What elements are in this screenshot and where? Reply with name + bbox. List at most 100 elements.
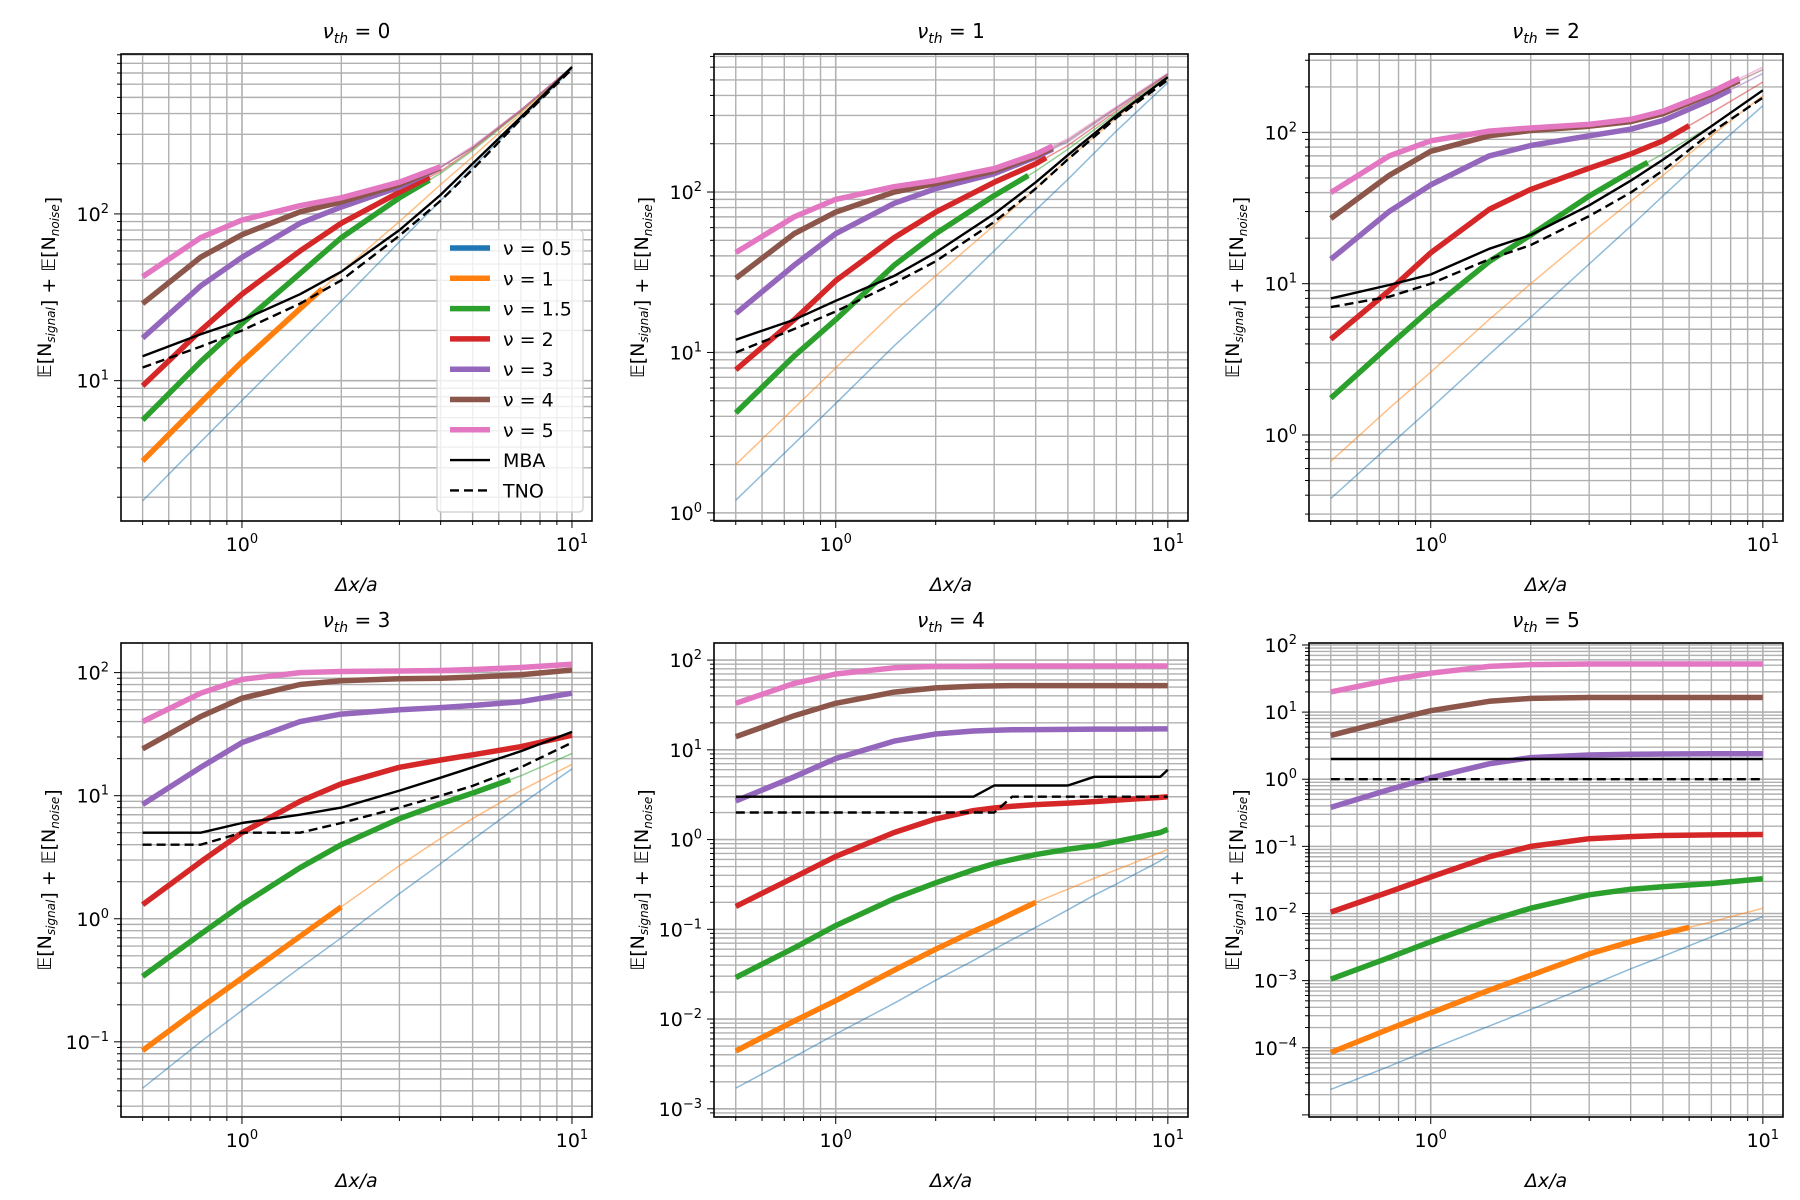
y-tick-label: 10−2 [1254,901,1297,925]
y-tick-label: 100 [1265,423,1297,447]
series-nu_3-thin [735,728,1168,802]
legend-label: ν = 1.5 [503,299,572,321]
y-tick-label: 102 [670,648,702,672]
series-nu_1_5-thin [735,828,1169,979]
subplot-title: νth = 3 [323,608,391,636]
subplot-title: νth = 4 [917,608,985,636]
series-nu_2-thick [1329,123,1691,342]
x-tick-label: 101 [556,532,588,556]
series-mba [1330,89,1764,300]
legend-item: ν = 4 [450,390,554,412]
series-mba [142,730,573,834]
x-tick-label: 100 [819,1128,851,1152]
series-nu_1-thick [1329,924,1690,1056]
series-nu_3-thick [734,146,1054,316]
x-tick-label: 101 [1152,1128,1184,1152]
series-nu_0_5-thin [735,855,1169,1089]
series-nu_1_5-thick [140,177,431,423]
legend-label: ν = 3 [503,359,554,381]
series-nu_0_5-thin [735,82,1169,501]
y-tick-label: 101 [1265,700,1297,724]
series-nu_5-thick [141,164,442,279]
legend-label: ν = 4 [503,390,554,412]
y-tick-label: 102 [670,180,702,204]
y-tick-label: 10−1 [1254,834,1297,858]
y-tick-label: 10−4 [1254,1036,1297,1060]
legend-label: MBA [503,450,545,472]
subplot-3: 100 101 100 101 102 νth = 2 Δx/a 𝔼[Nsignal] + 𝔼… [1222,19,1784,596]
x-tick-label: 100 [1414,1128,1446,1152]
subplot-title: νth = 5 [1512,608,1580,636]
series-nu_4-thick [141,667,573,752]
series-mba [735,76,1169,341]
subplot-title: νth = 0 [323,19,391,47]
series-nu_1_5-thick [734,826,1169,980]
axes-frame [1308,642,1784,1118]
series-nu_5-thick [1330,661,1763,695]
y-tick-label: 10−1 [659,917,702,941]
series-nu_3-thick [734,726,1168,804]
y-tick-label: 100 [77,907,109,931]
series-nu_1-thick [140,904,343,1053]
x-axis-label: Δx/a [928,574,972,596]
legend-label: ν = 1 [503,268,554,290]
series-nu_4-thick [734,682,1168,740]
x-tick-label: 100 [226,1128,258,1152]
legend-item: MBA [450,450,545,472]
series-tno [142,741,573,846]
series-nu_3-thin [735,73,1169,315]
y-tick-label: 102 [77,202,109,226]
y-axis-label: 𝔼[Nsignal] + 𝔼[Nnoise] [627,197,657,378]
series-nu_0_5-thin [142,768,573,1089]
legend-label: ν = 2 [503,329,554,351]
y-axis-label: 𝔼[Nsignal] + 𝔼[Nnoise] [34,197,64,378]
series-tno [735,795,1168,814]
series-nu_2-thick [140,174,431,388]
legend-item: ν = 1 [450,268,554,290]
x-tick-label: 100 [1414,532,1446,556]
subplot-6: 100 101 10−4 10−3 10−2 10−1 100 101 102 νth = 5 Δx… [1222,608,1784,1192]
y-axis-label: 𝔼[Nsignal] + 𝔼[Nnoise] [1222,197,1252,378]
series-nu_3-thick [1329,87,1732,262]
series-nu_5-thick [1329,76,1741,195]
series-lines [734,663,1169,1089]
y-tick-label: 101 [670,340,702,364]
legend-box [436,229,584,513]
x-axis-label: Δx/a [928,1170,972,1192]
y-tick-label: 100 [670,501,702,525]
series-nu_1_5-thick [1329,875,1764,982]
series-nu_5-thick [734,143,1054,255]
series-nu_3-thick [1329,750,1763,811]
legend: ν = 0.5 ν = 1 ν = 1.5 ν = 2 ν = 3 ν = 4 ν = 5 M… [436,229,584,513]
y-tick-label: 101 [1265,272,1297,296]
y-tick-label: 10−2 [659,1007,702,1031]
subplot-1: 100 101 101 102 νth = 0 Δx/a 𝔼[Nsignal] + 𝔼[Nn… [34,19,593,596]
series-nu_1_5-thick [1328,159,1650,401]
axes-frame [1308,53,1784,522]
x-tick-label: 101 [1747,532,1779,556]
subplot-2: 100 101 100 101 102 νth = 1 Δx/a 𝔼[Nsignal] + 𝔼… [627,19,1189,596]
axes-frame [120,642,593,1118]
subplot-5: 100 101 10−3 10−2 10−1 100 101 102 νth = 4 Δx/a 𝔼[… [627,608,1189,1192]
legend-item: ν = 1.5 [450,299,572,321]
x-axis-label: Δx/a [1523,1170,1567,1192]
series-lines [733,72,1169,501]
series-tno [142,68,573,369]
y-axis-label: 𝔼[Nsignal] + 𝔼[Nnoise] [34,789,64,970]
y-tick-label: 10−3 [1254,969,1297,993]
y-tick-label: 101 [77,784,109,808]
series-nu_1-thick [734,899,1037,1054]
series-mba [735,768,1169,798]
legend-item: ν = 2 [450,329,554,351]
series-nu_1_5-thick [140,777,512,979]
series-nu_5-thick [141,661,573,725]
series-lines [140,66,573,502]
series-nu_1-thin [735,76,1169,466]
x-tick-label: 100 [819,532,851,556]
series-nu_0_5-thin [1330,915,1764,1091]
legend-item: TNO [450,480,544,502]
axes-frame [713,53,1189,522]
series-nu_5-thick [734,663,1168,706]
series-lines [1328,66,1764,500]
